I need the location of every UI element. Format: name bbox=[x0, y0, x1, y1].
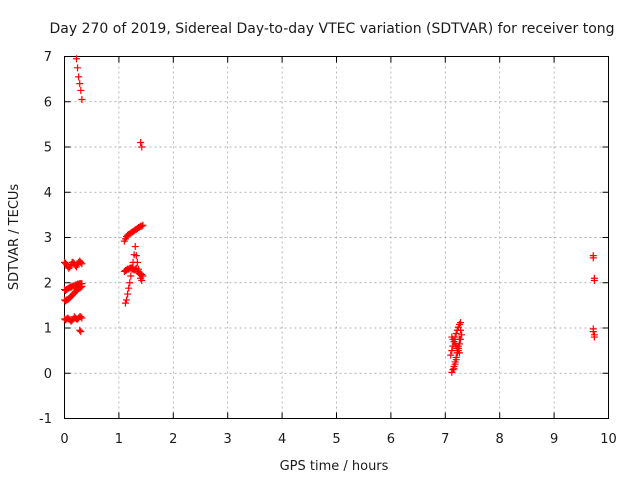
data-point bbox=[78, 282, 86, 290]
x-axis-label: GPS time / hours bbox=[280, 459, 389, 474]
data-point bbox=[450, 365, 458, 373]
data-point bbox=[589, 254, 597, 262]
y-tick-label: 6 bbox=[44, 95, 52, 110]
plot-frame bbox=[64, 56, 609, 419]
data-point bbox=[139, 221, 147, 229]
data-point bbox=[451, 360, 459, 368]
data-point bbox=[77, 328, 85, 336]
y-tick-labels: -1 0 1 2 3 4 5 6 7 bbox=[39, 50, 52, 427]
y-tick-label: 3 bbox=[44, 231, 52, 246]
data-point bbox=[72, 55, 80, 63]
data-point bbox=[136, 270, 144, 278]
data-point bbox=[77, 86, 85, 94]
data-point bbox=[134, 265, 142, 273]
data-point bbox=[132, 252, 140, 260]
data-point bbox=[133, 258, 141, 266]
data-point bbox=[126, 279, 134, 287]
data-point bbox=[127, 272, 135, 280]
data-point bbox=[457, 326, 465, 334]
data-point bbox=[452, 356, 460, 364]
x-tick-label: 5 bbox=[332, 432, 340, 447]
data-point bbox=[452, 329, 460, 337]
x-tick-label: 6 bbox=[387, 432, 395, 447]
data-point bbox=[589, 328, 597, 336]
x-tick-label: 8 bbox=[496, 432, 504, 447]
y-tick-label: 0 bbox=[44, 367, 52, 382]
data-point bbox=[138, 143, 146, 151]
data-point bbox=[76, 326, 84, 334]
data-point bbox=[75, 73, 83, 81]
data-point bbox=[138, 222, 146, 230]
y-axis-label: SDTVAR / TECUs bbox=[7, 184, 22, 291]
x-tick-label: 10 bbox=[600, 432, 617, 447]
data-point bbox=[77, 258, 85, 266]
y-tick-label: 1 bbox=[44, 322, 52, 337]
data-point bbox=[125, 284, 133, 292]
x-tick-labels: 0 1 2 3 4 5 6 7 8 9 10 bbox=[60, 432, 616, 447]
data-point bbox=[77, 313, 85, 321]
y-tick-label: 7 bbox=[44, 50, 52, 65]
data-point bbox=[78, 95, 86, 103]
data-point bbox=[447, 351, 455, 359]
data-point bbox=[138, 276, 146, 284]
data-point bbox=[131, 243, 139, 251]
data-point bbox=[590, 333, 598, 341]
x-tick-label: 0 bbox=[60, 432, 68, 447]
data-point bbox=[77, 283, 85, 291]
grid-lines bbox=[64, 56, 609, 419]
y-tick-label: 4 bbox=[44, 186, 52, 201]
data-points bbox=[61, 55, 598, 376]
data-point bbox=[74, 64, 82, 72]
x-tick-label: 3 bbox=[224, 432, 232, 447]
data-point bbox=[453, 349, 461, 357]
data-point bbox=[123, 296, 131, 304]
y-tick-label: 5 bbox=[44, 141, 52, 156]
y-tick-label: 2 bbox=[44, 276, 52, 291]
data-point bbox=[78, 314, 86, 322]
chart-title: Day 270 of 2019, Sidereal Day-to-day VTE… bbox=[49, 21, 614, 37]
x-tick-label: 1 bbox=[115, 432, 123, 447]
data-point bbox=[457, 319, 465, 327]
x-tick-label: 2 bbox=[169, 432, 177, 447]
y-tick-label: -1 bbox=[39, 412, 52, 427]
data-point bbox=[449, 366, 457, 374]
data-point bbox=[65, 264, 73, 272]
data-point bbox=[454, 342, 462, 350]
x-tick-label: 7 bbox=[441, 432, 449, 447]
data-point bbox=[76, 80, 84, 88]
data-point bbox=[448, 347, 456, 355]
data-point bbox=[62, 259, 70, 267]
data-point bbox=[121, 299, 129, 307]
data-point bbox=[137, 138, 145, 146]
x-tick-label: 4 bbox=[278, 432, 286, 447]
data-point bbox=[455, 335, 463, 343]
x-tick-label: 9 bbox=[550, 432, 558, 447]
data-point bbox=[590, 276, 598, 284]
data-point bbox=[78, 260, 86, 268]
data-point bbox=[128, 265, 136, 273]
data-point bbox=[458, 331, 466, 339]
data-point bbox=[124, 290, 132, 298]
